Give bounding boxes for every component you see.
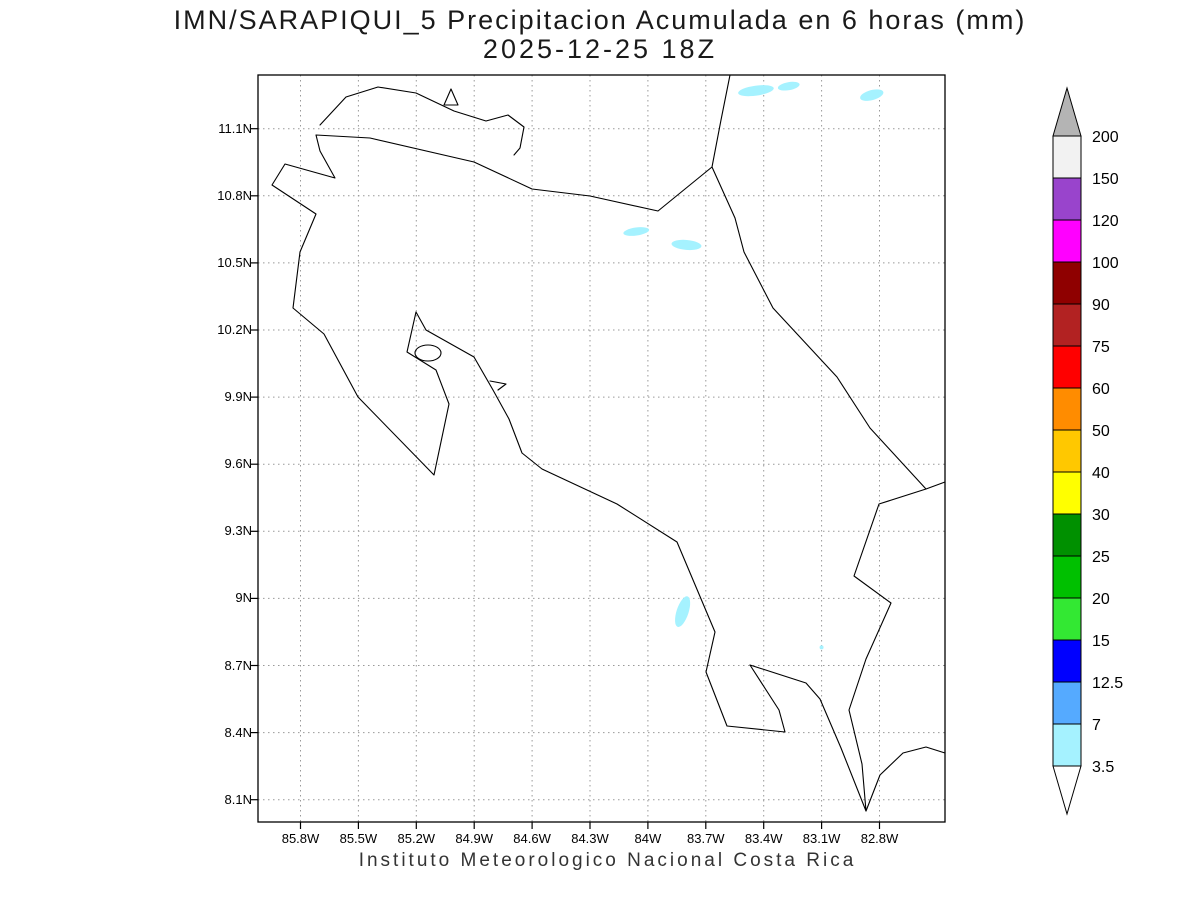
colorbar-label: 40	[1092, 465, 1110, 482]
lon-tick-label: 84.6W	[513, 831, 551, 846]
lat-tick-label: 10.2N	[217, 322, 252, 337]
puntarenas-spit	[489, 380, 507, 391]
colorbar-segment	[1052, 513, 1082, 557]
colorbar-segment	[1052, 429, 1082, 473]
colorbar-segment	[1052, 723, 1082, 767]
precip-patches	[623, 81, 884, 650]
panama-caribbean-coast	[925, 481, 946, 490]
lon-tick-label: 84.9W	[455, 831, 493, 846]
lake-nicaragua-shore	[319, 86, 525, 156]
lat-tick-label: 9.6N	[224, 456, 252, 472]
plot-frame	[257, 74, 946, 823]
precip-patch	[819, 645, 824, 650]
colorbar-label: 7	[1092, 717, 1101, 734]
chart-title: IMN/SARAPIQUI_5 Precipitacion Acumulada …	[173, 5, 1027, 35]
colorbar-label: 90	[1092, 297, 1110, 314]
panama-pacific-coast	[865, 746, 946, 812]
colorbar-label: 100	[1092, 255, 1119, 272]
lon-tick-label: 84.3W	[571, 831, 609, 846]
chart-subtitle-date: 2025-12-25 18Z	[482, 34, 718, 64]
lon-tick-label: 83.7W	[687, 831, 725, 846]
colorbar-label: 60	[1092, 381, 1110, 398]
precip-patch	[671, 239, 702, 251]
colorbar-label: 30	[1092, 507, 1110, 524]
colorbar-label: 3.5	[1092, 759, 1114, 776]
colorbar-segment	[1052, 135, 1082, 179]
lon-tick-label: 83.1W	[802, 831, 841, 846]
chira-island	[414, 344, 442, 362]
lat-tick-label: 8.7N	[224, 657, 252, 673]
colorbar-label: 200	[1092, 129, 1119, 146]
gridlines	[258, 75, 945, 822]
colorbar-segment	[1052, 345, 1082, 389]
costa-rica-outline	[271, 134, 927, 812]
colorbar: 200 150 120 100 90 75 60 50 40 30 25 20 15 12.5 7 3.5	[1052, 86, 1123, 816]
lon-tick-label: 85.2W	[397, 831, 436, 846]
lon-tick-label: 84W	[634, 831, 662, 846]
lat-tick-label: 11.1N	[218, 120, 252, 136]
coastline-group	[271, 74, 946, 812]
lat-tick-label: 9.3N	[224, 523, 252, 539]
colorbar-segment	[1052, 597, 1082, 641]
colorbar-segment	[1052, 303, 1082, 347]
lat-tick-label: 10.5N	[217, 254, 252, 270]
lat-tick-label: 8.4N	[224, 724, 252, 740]
lon-tick-label: 85.5W	[339, 831, 378, 846]
colorbar-segment	[1052, 639, 1082, 683]
precip-patch	[777, 81, 800, 91]
colorbar-below-min-arrow	[1052, 765, 1082, 816]
colorbar-segment	[1052, 219, 1082, 263]
colorbar-segment	[1052, 471, 1082, 515]
nicaragua-caribbean-coast	[711, 74, 731, 168]
precip-patch	[860, 89, 884, 101]
colorbar-segment	[1052, 177, 1082, 221]
axis-ticks	[251, 128, 881, 829]
colorbar-label: 25	[1092, 549, 1110, 566]
lake-island-triangle	[443, 88, 459, 106]
colorbar-above-max-arrow	[1052, 86, 1082, 137]
lat-tick-label: 8.1N	[224, 791, 252, 807]
colorbar-label: 75	[1092, 339, 1110, 356]
colorbar-label: 12.5	[1092, 675, 1123, 692]
precip-patch	[675, 596, 691, 627]
colorbar-label: 15	[1092, 633, 1110, 650]
map-plot	[251, 74, 946, 829]
colorbar-label: 120	[1092, 213, 1119, 230]
colorbar-segment	[1052, 555, 1082, 599]
lon-tick-label: 82.8W	[860, 831, 899, 846]
footer-credit: Instituto Meteorologico Nacional Costa R…	[358, 850, 857, 871]
lat-tick-label: 9.9N	[224, 389, 252, 405]
lat-axis-labels: 11.1N 10.8N 10.5N 10.2N 9.9N 9.6N 9.3N 9N 8.7N 8.…	[186, 0, 252, 900]
lat-tick-label: 9N	[235, 590, 252, 606]
precip-patch	[738, 85, 774, 97]
colorbar-segment	[1052, 387, 1082, 431]
colorbar-label: 150	[1092, 171, 1119, 188]
lon-tick-label: 83.4W	[744, 831, 783, 846]
colorbar-label: 20	[1092, 591, 1110, 608]
lon-tick-label: 85.8W	[281, 831, 320, 846]
colorbar-label: 50	[1092, 423, 1110, 440]
lat-tick-label: 10.8N	[217, 187, 252, 203]
precip-patch	[623, 227, 650, 236]
colorbar-segment	[1052, 681, 1082, 725]
colorbar-segment	[1052, 261, 1082, 305]
